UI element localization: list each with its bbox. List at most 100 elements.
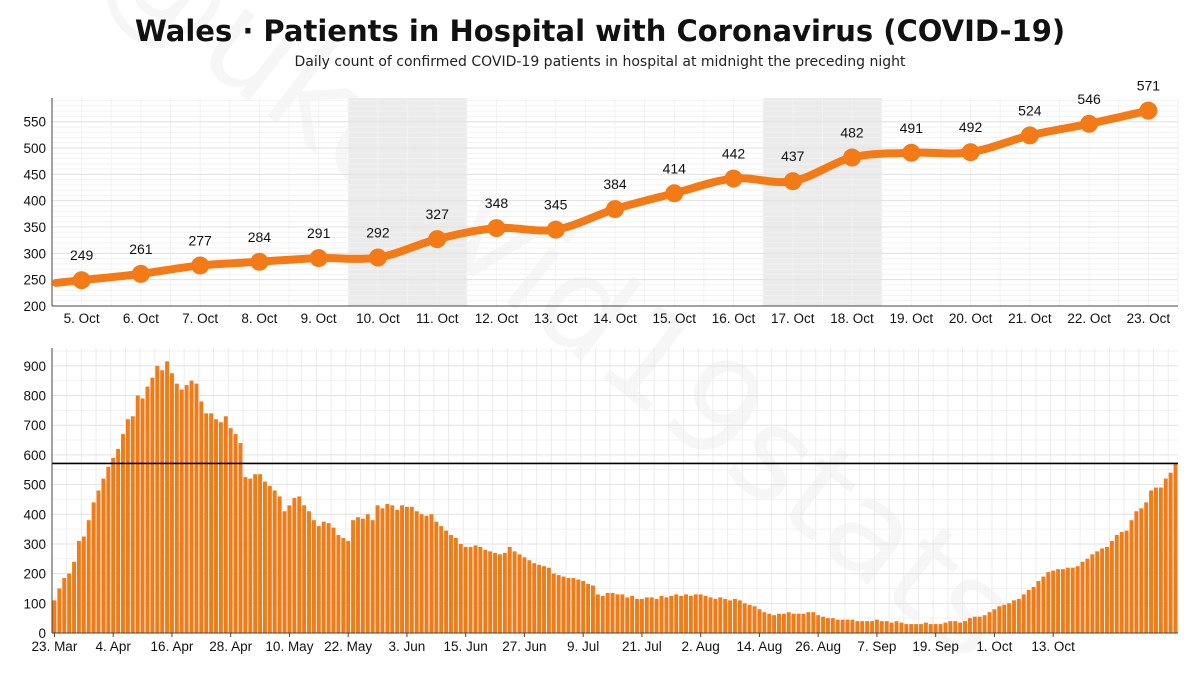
x-tick-label: 22. Oct: [1067, 311, 1111, 326]
bar: [321, 521, 326, 633]
bar: [199, 401, 204, 633]
bar: [879, 621, 884, 633]
bar: [997, 606, 1002, 633]
bar: [1134, 511, 1139, 633]
bar: [732, 598, 737, 633]
y-tick-label: 700: [23, 418, 46, 433]
bar: [679, 595, 684, 633]
bar: [1075, 566, 1080, 633]
bar: [140, 398, 145, 633]
bar: [566, 578, 571, 633]
bar: [674, 594, 679, 633]
bar: [238, 443, 243, 633]
bar: [169, 373, 174, 633]
bar: [453, 538, 458, 633]
bar: [1016, 598, 1021, 633]
bar: [821, 616, 826, 633]
bar: [297, 496, 302, 633]
y-tick-label: 0: [38, 626, 46, 641]
bar: [326, 523, 331, 633]
x-tick-label: 15. Oct: [652, 311, 696, 326]
bar: [395, 509, 400, 633]
bar: [292, 497, 297, 633]
bar: [772, 615, 777, 633]
bar: [639, 598, 644, 633]
bar: [101, 478, 106, 633]
bar: [409, 506, 414, 633]
bar: [463, 546, 468, 633]
bar: [586, 584, 591, 633]
bar: [307, 511, 311, 633]
data-point: [724, 169, 743, 188]
bar: [302, 505, 307, 633]
bar: [546, 567, 551, 633]
bar: [542, 566, 546, 633]
data-label: 345: [544, 197, 568, 213]
bar: [556, 575, 561, 633]
chart-title: Wales · Patients in Hospital with Corona…: [134, 14, 1066, 48]
data-label: 348: [485, 195, 509, 211]
data-label: 414: [663, 160, 687, 176]
bar: [52, 600, 57, 633]
bar: [904, 624, 909, 633]
bar: [600, 595, 605, 633]
x-tick-label: 16. Apr: [151, 639, 194, 654]
bar: [449, 535, 453, 633]
bar: [311, 520, 316, 633]
bar: [468, 546, 473, 633]
bar: [874, 619, 879, 633]
bar: [356, 517, 360, 633]
x-tick-label: 20. Oct: [949, 311, 993, 326]
bar: [155, 365, 160, 633]
bar: [943, 622, 948, 633]
bottom-bar-chart: 0 100 200 300 400 500 600 700 800 900 23. Mar 4. Ap…: [23, 348, 1178, 654]
bar: [527, 560, 532, 633]
bar: [81, 536, 86, 633]
bar: [86, 520, 91, 633]
bar: [522, 557, 527, 633]
bar: [816, 615, 821, 633]
bar: [659, 595, 664, 633]
x-tick-label: 10. May: [265, 639, 313, 654]
bar: [277, 496, 282, 633]
bar: [551, 573, 556, 633]
y-tick-label: 200: [23, 299, 46, 314]
x-tick-label: 21. Jul: [622, 639, 662, 654]
bar: [889, 622, 894, 633]
x-tick-label: 19. Oct: [890, 311, 934, 326]
x-tick-label: 2. Aug: [682, 639, 720, 654]
bar: [414, 511, 419, 633]
bar: [747, 604, 752, 633]
x-tick-label: 12. Oct: [475, 311, 519, 326]
bar: [1051, 570, 1056, 633]
bar: [684, 594, 688, 633]
bar: [1129, 520, 1134, 633]
bar: [1119, 532, 1124, 633]
bar: [718, 597, 723, 633]
data-label: 284: [248, 229, 272, 245]
bar: [669, 595, 674, 633]
bar: [914, 624, 919, 633]
x-tick-label: 1. Oct: [976, 639, 1012, 654]
bar: [497, 554, 502, 633]
bar: [72, 561, 76, 633]
x-tick-label: 7. Oct: [182, 311, 218, 326]
bar: [174, 383, 179, 633]
bar: [796, 613, 801, 633]
bar: [512, 551, 517, 633]
x-tick-label: 4. Apr: [96, 639, 132, 654]
bar: [1158, 487, 1163, 633]
bar: [331, 527, 336, 633]
bar: [1100, 548, 1105, 633]
bar: [762, 612, 767, 633]
bar: [777, 613, 781, 633]
data-label: 327: [426, 206, 450, 222]
y-tick-label: 300: [23, 537, 46, 552]
bar: [1154, 487, 1158, 633]
bar: [507, 546, 512, 633]
bar: [189, 380, 194, 633]
bar: [204, 413, 209, 633]
y-tick-label: 900: [23, 359, 46, 374]
y-tick-label: 550: [23, 115, 46, 130]
top-line-chart: 200 250 300 350 400 450 500 550 249 5. Oct 261 6. O…: [23, 78, 1179, 326]
